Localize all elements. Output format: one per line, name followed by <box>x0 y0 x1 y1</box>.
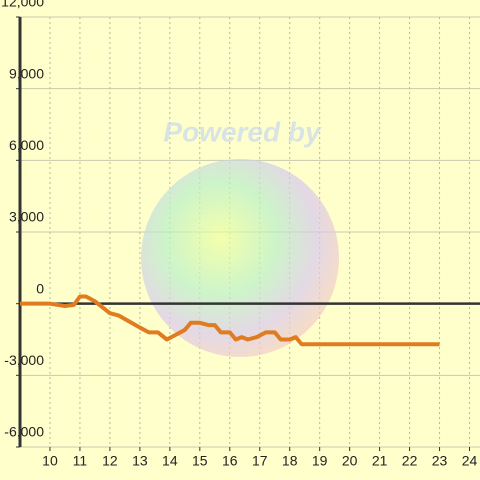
x-tick-label: 20 <box>342 453 358 469</box>
y-tick-label: 3,000 <box>9 209 44 225</box>
watermark-text: Powered by <box>163 116 322 147</box>
y-tick-label: -6,000 <box>4 424 44 440</box>
x-tick-label: 24 <box>462 453 478 469</box>
watermark: Powered by <box>141 116 339 357</box>
y-tick-label: 12,000 <box>1 0 44 10</box>
y-tick-label: 0 <box>36 280 44 296</box>
y-tick-label: 6,000 <box>9 137 44 153</box>
x-tick-label: 18 <box>282 453 298 469</box>
x-tick-label: 13 <box>132 453 148 469</box>
x-tick-label: 15 <box>192 453 208 469</box>
x-tick-label: 23 <box>432 453 448 469</box>
x-tick-label: 14 <box>162 453 178 469</box>
watermark-circle <box>141 159 339 357</box>
x-tick-label: 11 <box>73 453 88 469</box>
x-tick-label: 21 <box>372 453 388 469</box>
line <box>20 294 440 347</box>
x-tick-label: 19 <box>312 453 328 469</box>
x-tick-label: 10 <box>42 453 58 469</box>
x-tick-label: 12 <box>102 453 118 469</box>
y-tick-label: 9,000 <box>9 65 44 81</box>
x-tick-label: 22 <box>402 453 418 469</box>
x-tick-label: 16 <box>222 453 238 469</box>
x-tick-label: 17 <box>252 453 268 469</box>
y-tick-label: -3,000 <box>4 352 44 368</box>
